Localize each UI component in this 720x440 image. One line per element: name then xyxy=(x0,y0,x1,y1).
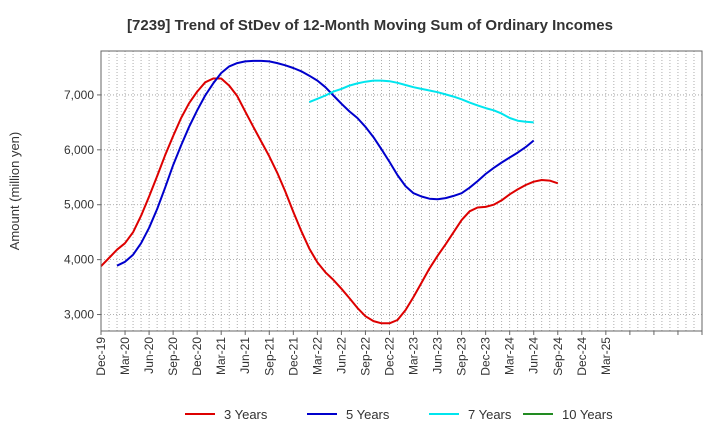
x-tick-label: Mar-25 xyxy=(599,337,613,375)
y-tick-label: 3,000 xyxy=(64,308,94,322)
series-line-1 xyxy=(100,77,559,325)
x-tick-label: Sep-20 xyxy=(166,337,180,376)
x-tick-label: Jun-23 xyxy=(431,337,445,374)
chart-title: [7239] Trend of StDev of 12-Month Moving… xyxy=(127,17,613,34)
series-line-3 xyxy=(308,79,534,124)
x-tick-label: Mar-20 xyxy=(118,337,132,375)
x-tick-label: Dec-22 xyxy=(382,337,396,376)
plot-area xyxy=(101,51,702,331)
x-tick-label: Sep-24 xyxy=(551,337,565,376)
x-tick-label: Jun-20 xyxy=(142,337,156,374)
x-tick-label: Mar-23 xyxy=(407,337,421,375)
legend-label-4: 10 Years xyxy=(562,407,613,422)
legend-label-1: 3 Years xyxy=(224,407,268,422)
x-tick-label: Dec-20 xyxy=(190,337,204,376)
x-tick-label: Dec-21 xyxy=(286,337,300,376)
plot-background xyxy=(101,51,702,331)
x-tick-label: Jun-24 xyxy=(527,337,541,374)
x-tick-label: Mar-22 xyxy=(310,337,324,375)
y-tick-label: 4,000 xyxy=(64,253,94,267)
x-tick-label: Dec-19 xyxy=(94,337,108,376)
y-axis-label: Amount (million yen) xyxy=(7,132,22,251)
x-tick-label: Dec-23 xyxy=(479,337,493,376)
plot-border xyxy=(100,50,703,332)
series-group xyxy=(100,59,559,325)
x-tick-label: Dec-24 xyxy=(575,337,589,376)
y-tick-label: 6,000 xyxy=(64,143,94,157)
x-tick-label: Sep-23 xyxy=(455,337,469,376)
y-tick-label: 7,000 xyxy=(64,88,94,102)
legend-label-3: 7 Years xyxy=(468,407,512,422)
x-tick-label: Sep-22 xyxy=(358,337,372,376)
y-tick-label: 5,000 xyxy=(64,198,94,212)
x-tick-label: Mar-21 xyxy=(214,337,228,375)
x-tick-label: Jun-22 xyxy=(334,337,348,374)
series-line-2 xyxy=(116,59,535,267)
axes: 3,000 4,000 5,000 6,000 7,000 Dec-19 Mar-20 Jun… xyxy=(64,50,703,376)
x-tick-label: Mar-24 xyxy=(503,337,517,375)
x-tick-label: Sep-21 xyxy=(262,337,276,376)
legend: 3 Years 5 Years 7 Years 10 Years xyxy=(185,407,613,422)
x-tick-label: Jun-21 xyxy=(238,337,252,374)
legend-label-2: 5 Years xyxy=(346,407,390,422)
